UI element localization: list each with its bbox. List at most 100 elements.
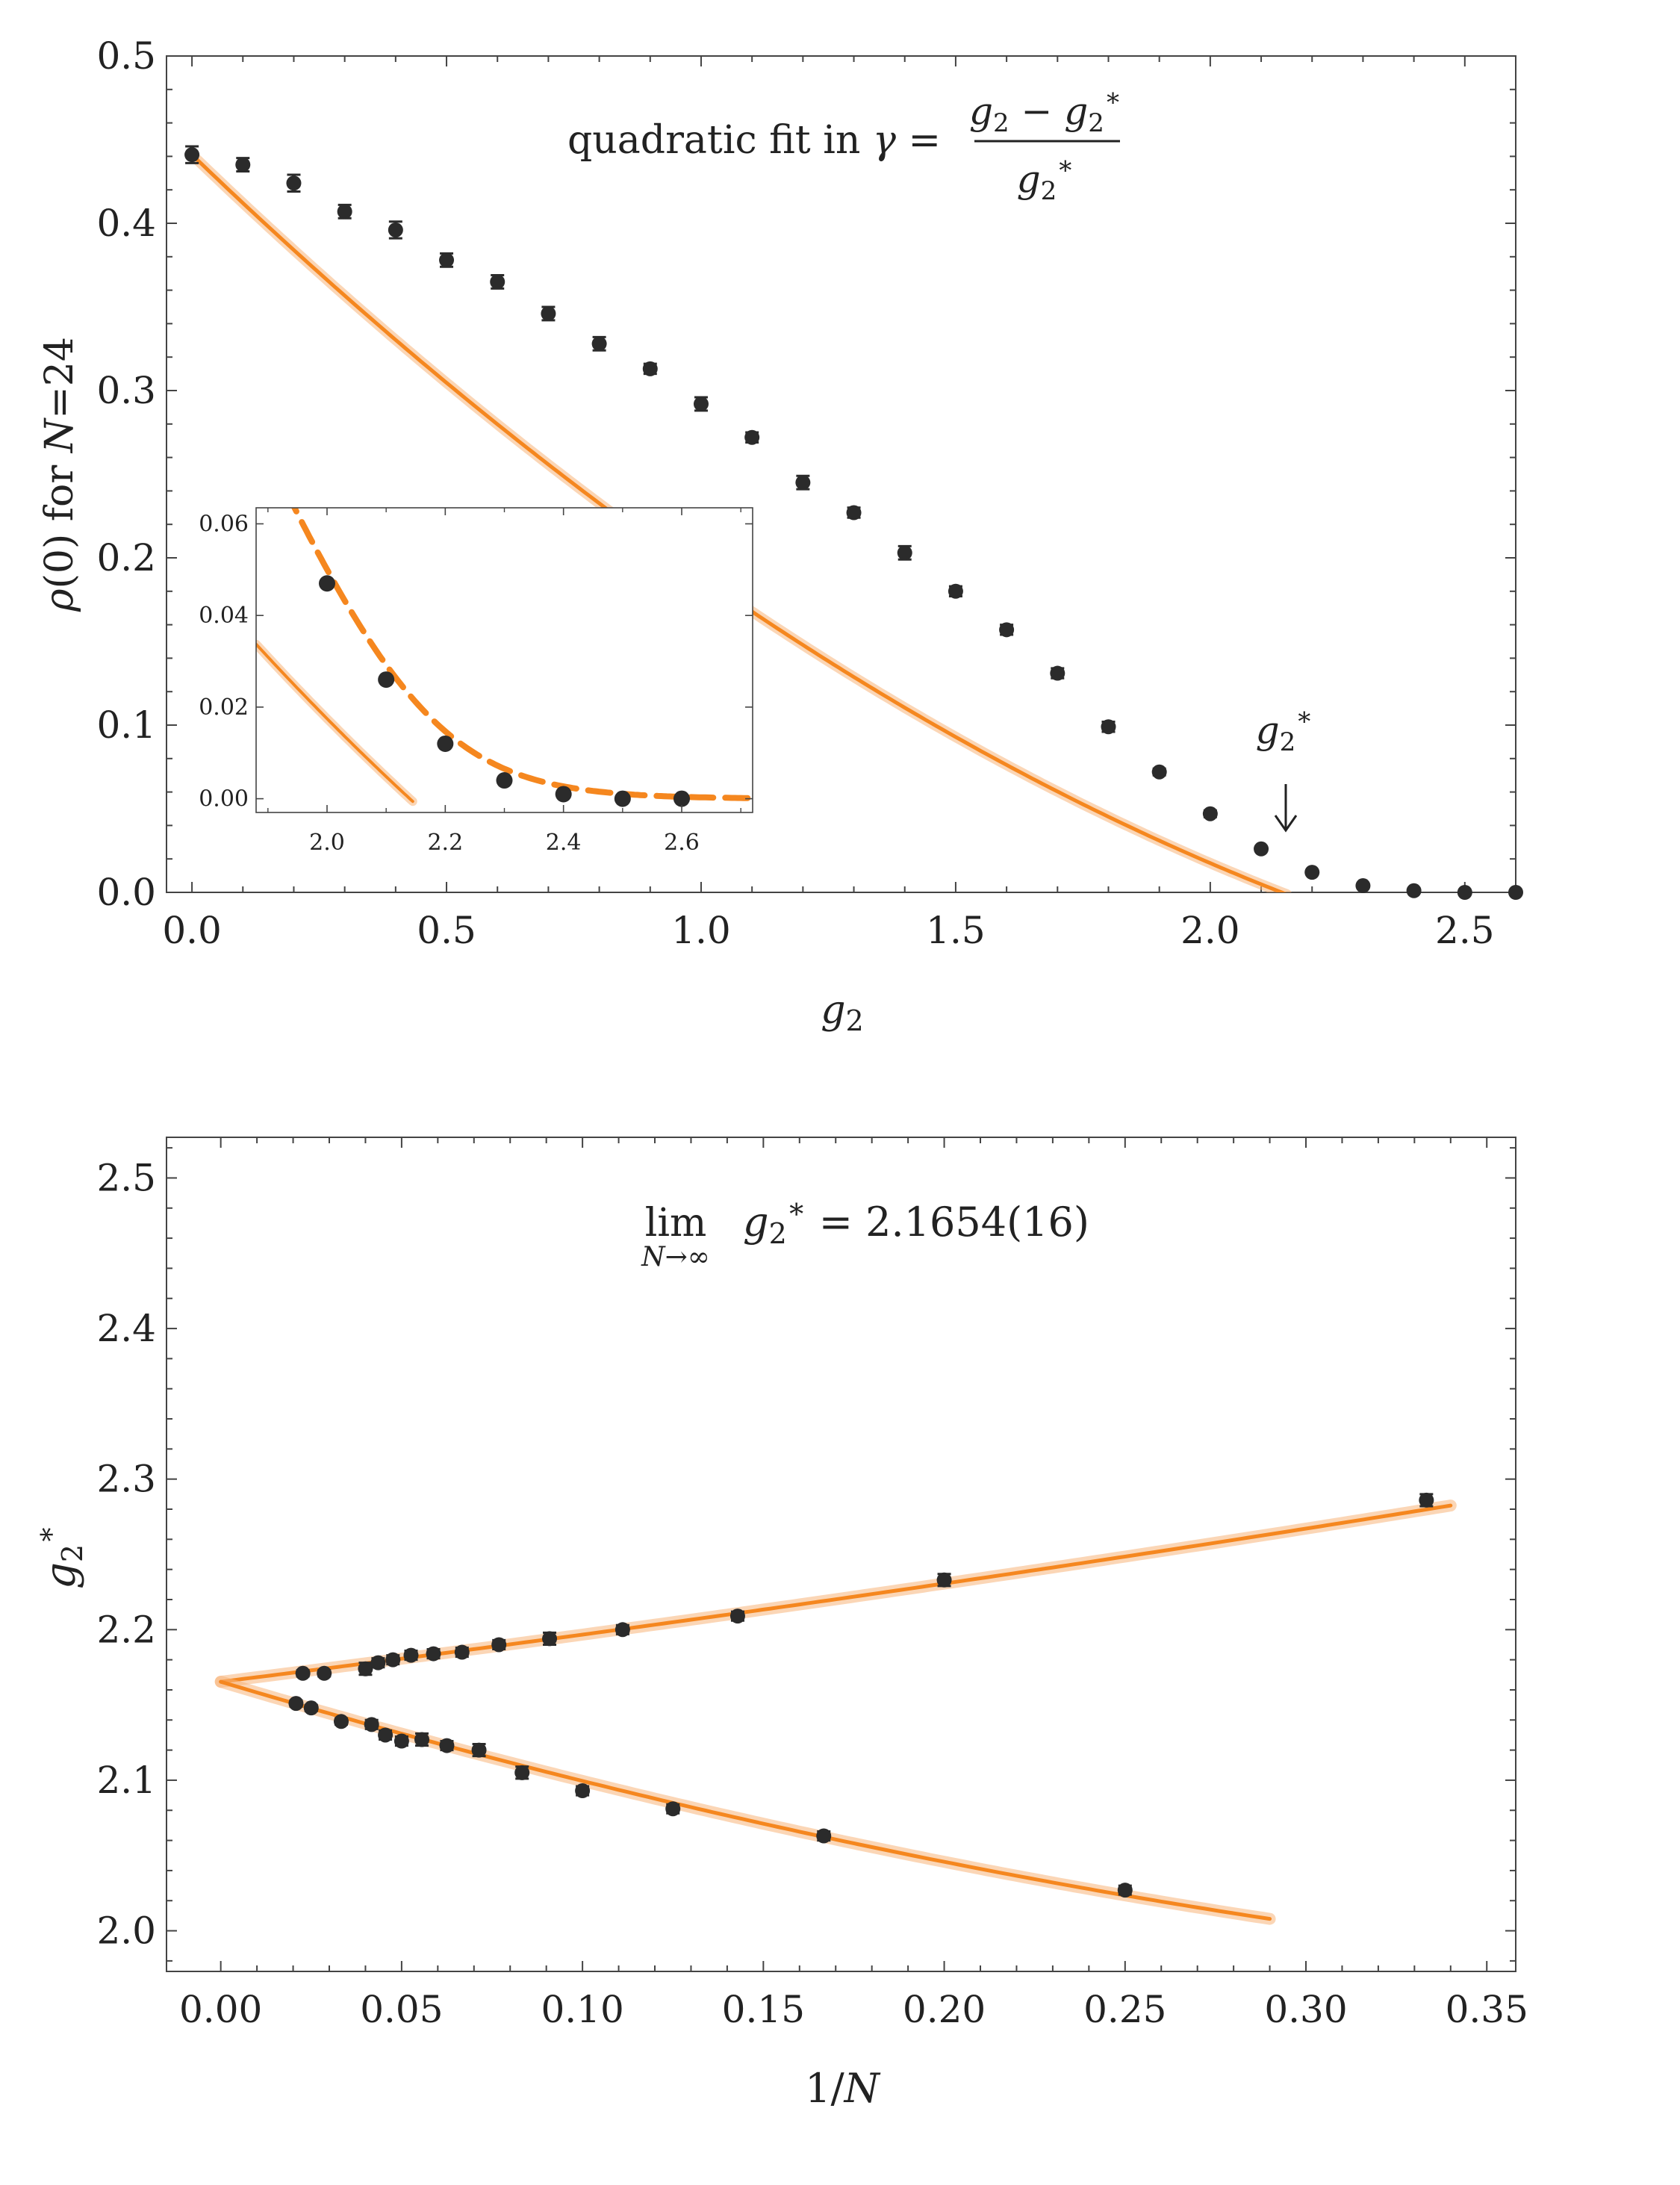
odd-data-point: [491, 1637, 507, 1653]
top-data-point: [184, 147, 200, 163]
bottom-x-tick-label: 0.10: [541, 1988, 623, 2031]
top-data-point: [897, 545, 912, 561]
bottom-y-tick-label: 2.2: [96, 1608, 156, 1651]
top-inset: 2.0 2.2 2.4 2.6 0.00 0.02 0.04 0.06: [199, 507, 753, 856]
even-data-point: [288, 1696, 304, 1712]
bottom-x-tick-label: 0.20: [903, 1988, 986, 2031]
top-data-points: [184, 145, 1523, 900]
top-data-point: [439, 252, 455, 268]
inset-data-point: [378, 671, 395, 689]
inset-data-point: [614, 790, 631, 807]
top-y-axis-title: ρ(0) for N=24: [37, 337, 82, 612]
inset-x-tick-label: 2.0: [309, 830, 345, 856]
bottom-ticks: 0.00 0.05 0.10 0.15 0.20 0.25 0.30 0.35 2.0 2.1 2.…: [96, 1137, 1528, 2031]
bottom-x-tick-label: 0.35: [1446, 1988, 1528, 2031]
even-data-point: [439, 1738, 455, 1753]
top-ticks: 0.0 0.5 1.0 1.5 2.0 2.5 0.0 0.1 0.2 0.3 0.4 0.5: [96, 34, 1516, 952]
top-data-point: [591, 336, 607, 352]
even-data-point: [665, 1801, 681, 1817]
bottom-x-tick-label: 0.15: [722, 1988, 805, 2031]
bottom-y-tick-label: 2.1: [96, 1759, 156, 1802]
inset-x-tick-label: 2.4: [546, 830, 582, 856]
even-data-point: [303, 1700, 319, 1716]
inset-x-tick-label: 2.2: [427, 830, 463, 856]
even-data-point: [514, 1765, 530, 1780]
top-y-tick-label: 0.0: [96, 871, 156, 914]
top-data-point: [693, 396, 709, 411]
inset-y-tick-label: 0.04: [199, 603, 249, 629]
odd-data-point: [403, 1647, 419, 1663]
bottom-y-axis-title: g2∗: [29, 1525, 89, 1589]
even-data-point: [393, 1733, 409, 1749]
even-data-point: [333, 1714, 349, 1729]
inset-data-point: [673, 790, 690, 807]
inset-y-tick-label: 0.06: [199, 511, 249, 537]
bottom-x-tick-label: 0.00: [179, 1988, 262, 2031]
odd-data-point: [385, 1652, 401, 1668]
inset-background: [256, 508, 753, 812]
top-data-point: [337, 204, 352, 220]
top-data-point: [541, 305, 556, 321]
top-y-tick-label: 0.5: [96, 34, 156, 78]
bottom-data-points: [288, 1492, 1434, 1898]
odd-data-point: [454, 1644, 470, 1660]
bottom-annotation: lim N→∞ g2∗ = 2.1654(16): [641, 1192, 1089, 1272]
inset-data-point: [496, 772, 513, 789]
inset-data-point: [319, 575, 335, 592]
top-x-tick-label: 1.0: [671, 909, 731, 952]
inset-data-points: [319, 575, 690, 807]
top-data-point: [1050, 665, 1065, 681]
top-x-tick-label: 2.5: [1435, 909, 1495, 952]
g2-star-marker: g2∗: [1256, 702, 1313, 833]
top-data-point: [1406, 883, 1422, 898]
top-data-point: [795, 475, 811, 491]
inset-fit-curves: [256, 508, 753, 806]
top-data-point: [846, 505, 862, 520]
bottom-y-tick-label: 2.5: [96, 1156, 156, 1199]
top-x-axis-title: g2: [821, 988, 863, 1037]
top-data-point: [1151, 764, 1167, 780]
bottom-y-tick-label: 2.4: [96, 1307, 156, 1350]
top-y-tick-label: 0.3: [96, 369, 156, 412]
odd-data-point: [370, 1655, 386, 1670]
top-x-tick-label: 0.0: [162, 909, 222, 952]
inset-y-tick-label: 0.00: [199, 786, 249, 812]
bottom-x-tick-label: 0.05: [360, 1988, 443, 2031]
bottom-y-tick-label: 2.0: [96, 1909, 156, 1953]
inset-quadratic-line: [256, 642, 414, 804]
top-annotation-text: quadratic fit in γ =: [567, 118, 941, 163]
bottom-panel: 0.00 0.05 0.10 0.15 0.20 0.25 0.30 0.35 2.0 2.1 2.…: [29, 1137, 1528, 2112]
odd-data-point: [1419, 1492, 1434, 1508]
inset-x-tick-label: 2.6: [664, 830, 700, 856]
top-panel: 0.0 0.5 1.0 1.5 2.0 2.5 0.0 0.1 0.2 0.3 0.4 0.5 g2 …: [37, 34, 1523, 1037]
bottom-x-axis-title: 1/N: [805, 2065, 881, 2112]
top-plot-frame: [166, 55, 1516, 893]
top-data-point: [1304, 865, 1320, 880]
even-data-point: [471, 1742, 487, 1758]
top-data-point: [388, 222, 403, 237]
inset-dashed-fit: [290, 508, 753, 801]
top-x-tick-label: 0.5: [417, 909, 476, 952]
even-data-point: [575, 1783, 591, 1799]
bottom-plot-frame: [166, 1137, 1516, 1972]
even-data-point: [1117, 1883, 1133, 1898]
odd-data-point: [542, 1631, 558, 1647]
odd-data-point: [936, 1572, 952, 1588]
top-annotation: quadratic fit in γ = g2 − g2∗ g2∗: [567, 83, 1121, 206]
bottom-y-tick-label: 2.3: [96, 1458, 156, 1501]
g2-star-arrow-head: [1274, 815, 1298, 833]
fit-even-line: [219, 1679, 1272, 1921]
even-data-point: [378, 1727, 393, 1743]
inset-data-point: [555, 786, 572, 803]
odd-data-point: [729, 1609, 745, 1624]
top-data-point: [286, 175, 302, 191]
inset-y-tick-label: 0.02: [199, 694, 249, 721]
g2-star-label: g2∗: [1256, 702, 1313, 757]
fit-odd-line: [219, 1503, 1453, 1684]
top-data-point: [744, 429, 760, 445]
even-data-point: [364, 1717, 379, 1732]
top-data-point: [1355, 878, 1371, 894]
top-data-point: [999, 622, 1015, 638]
top-y-tick-label: 0.4: [96, 202, 156, 245]
top-x-tick-label: 1.5: [926, 909, 986, 952]
